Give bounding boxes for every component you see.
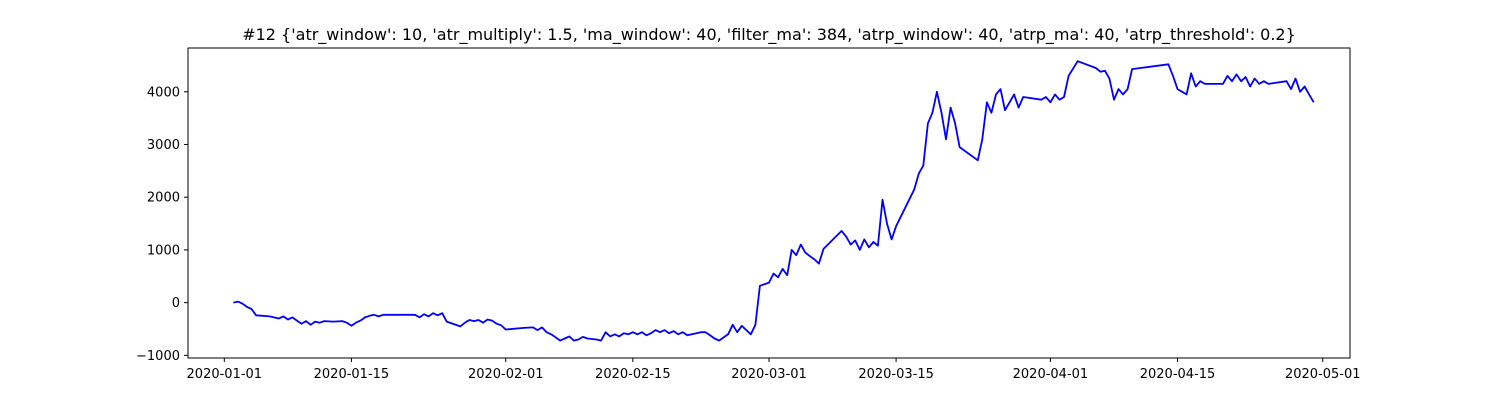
- plot-area: [233, 60, 1315, 342]
- x-tick-label: 2020-03-15: [858, 367, 934, 382]
- y-tick-label: 4000: [147, 85, 180, 100]
- x-tick-label: 2020-04-01: [1013, 367, 1089, 382]
- x-tick-label: 2020-03-01: [731, 367, 807, 382]
- plot-frame: [187, 47, 1351, 359]
- series-line-0: [233, 60, 1315, 342]
- y-tick-label: 3000: [147, 138, 180, 153]
- x-tick-label: 2020-01-15: [314, 367, 390, 382]
- x-tick-label: 2020-04-15: [1140, 367, 1216, 382]
- y-tick-label: 1000: [147, 243, 180, 258]
- chart-title: #12 {'atr_window': 10, 'atr_multiply': 1…: [242, 25, 1296, 45]
- y-tick-label: 0: [172, 296, 180, 311]
- x-tick-label: 2020-02-15: [595, 367, 671, 382]
- x-tick-label: 2020-05-01: [1285, 367, 1361, 382]
- x-tick-label: 2020-01-01: [187, 367, 263, 382]
- y-tick-label: −1000: [136, 349, 180, 364]
- y-tick-label: 2000: [147, 191, 180, 206]
- x-tick-label: 2020-02-01: [468, 367, 544, 382]
- axes: 2020-01-01 2020-01-15 2020-02-01 2020-02-15…: [136, 47, 1361, 382]
